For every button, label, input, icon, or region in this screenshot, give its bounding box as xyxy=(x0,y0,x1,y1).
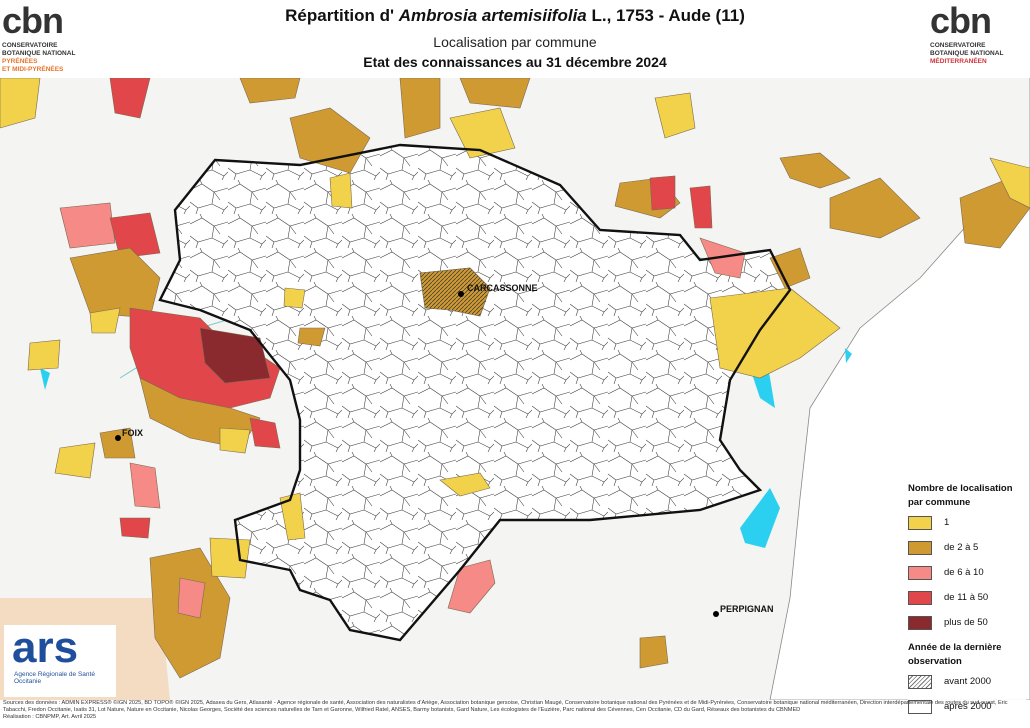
legend-label: plus de 50 xyxy=(944,617,988,628)
title-species: Ambrosia artemisiifolia xyxy=(398,6,587,25)
logo-mark: cbn xyxy=(930,0,992,41)
legend-swatch xyxy=(908,540,932,555)
legend-label: avant 2000 xyxy=(944,676,992,687)
city-dot xyxy=(458,291,464,297)
title-part: L., 1753 - Aude (11) xyxy=(586,6,745,25)
logo-text: Occitanie xyxy=(14,678,42,685)
legend-classes: 1 de 2 à 5 de 6 à 10 de 11 à 50 plus de 50 xyxy=(908,510,1026,635)
legend-item: plus de 50 xyxy=(908,610,1026,635)
credit-text: Réalisation : CBNPMP, Art. Avril 2025 xyxy=(3,714,97,720)
logo-right: cbn CONSERVATOIRE BOTANIQUE NATIONAL MÉD… xyxy=(930,0,1003,66)
legend-item: après 2000 xyxy=(908,694,1026,719)
logo-mark: ars xyxy=(12,623,79,672)
legend-swatch xyxy=(908,674,932,689)
legend-label: de 6 à 10 xyxy=(944,567,984,578)
sources: Sources des données : ADMIN EXPRESS® ©IG… xyxy=(3,700,1023,721)
legend-label: de 11 à 50 xyxy=(944,592,989,603)
sources-text: Sources des données : ADMIN EXPRESS® ©IG… xyxy=(3,700,1008,713)
title-part: Répartition d' xyxy=(285,6,399,25)
legend-swatch xyxy=(908,565,932,580)
legend-title: Année de la dernière observation xyxy=(908,642,1002,667)
city-dot xyxy=(713,611,719,617)
logo-text: BOTANIQUE NATIONAL xyxy=(930,50,1004,57)
logo-text: MÉDITERRANÉEN xyxy=(930,58,987,65)
legend-item: avant 2000 xyxy=(908,669,1026,694)
legend-label: 1 xyxy=(944,517,950,528)
aude-border xyxy=(158,143,792,642)
logo-text: Agence Régionale de Santé xyxy=(14,671,95,678)
logo-left: cbn CONSERVATOIRE BOTANIQUE NATIONAL PYR… xyxy=(2,0,75,74)
logo-text: CONSERVATOIRE xyxy=(930,42,986,49)
legend-item: de 11 à 50 xyxy=(908,585,1026,610)
legend-label: de 2 à 5 xyxy=(944,542,979,553)
legend: Nombre de localisation par commune 1 de 2… xyxy=(908,482,1026,719)
logo-text: ET MIDI-PYRÉNÉES xyxy=(2,66,64,73)
logo-text: CONSERVATOIRE xyxy=(2,42,58,49)
legend-title: Nombre de localisation par commune xyxy=(908,483,1013,508)
legend-swatch xyxy=(908,699,932,714)
legend-years: avant 2000 après 2000 xyxy=(908,669,1026,719)
legend-item: de 6 à 10 xyxy=(908,560,1026,585)
city-label: PERPIGNAN xyxy=(720,604,774,614)
logo-ars: ars Agence Régionale de Santé Occitanie xyxy=(4,625,116,697)
logo-text: PYRÉNÉES xyxy=(2,58,38,65)
legend-swatch xyxy=(908,615,932,630)
legend-swatch xyxy=(908,590,932,605)
legend-swatch xyxy=(908,515,932,530)
logo-text: BOTANIQUE NATIONAL xyxy=(2,50,76,57)
logo-mark: cbn xyxy=(2,0,64,41)
city-dot xyxy=(115,435,121,441)
legend-item: de 2 à 5 xyxy=(908,535,1026,560)
city-label: CARCASSONNE xyxy=(467,283,538,293)
legend-label: après 2000 xyxy=(944,701,992,712)
date-line: Etat des connaissances au 31 décembre 20… xyxy=(363,54,667,70)
subtitle: Localisation par commune xyxy=(433,34,597,50)
map xyxy=(0,78,1030,700)
city-label: FOIX xyxy=(122,428,144,438)
legend-item: 1 xyxy=(908,510,1026,535)
title: Répartition d' Ambrosia artemisiifolia L… xyxy=(0,6,1030,26)
occurrence-communes xyxy=(0,78,1030,679)
